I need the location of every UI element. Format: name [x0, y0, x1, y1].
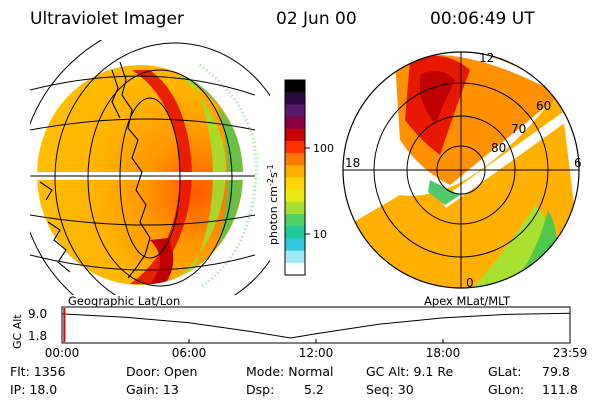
right-panel-label: Apex MLat/MLT	[424, 294, 511, 308]
ip-readout: IP: 18.0	[10, 382, 58, 397]
dsp-readout: Dsp: 5.2	[246, 382, 324, 397]
altitude-xtick-label: 00:00	[45, 346, 80, 360]
colorbar-cell	[285, 177, 305, 191]
colorbar-cell	[285, 262, 305, 276]
header-time: 00:06:49 UT	[430, 9, 535, 29]
mlt-label-0: 0	[466, 276, 474, 290]
colorbar-cell	[285, 128, 305, 142]
header-date: 02 Jun 00	[276, 9, 357, 29]
colorbar-cell	[285, 238, 305, 252]
colorbar-cell	[285, 226, 305, 239]
altitude-xtick-label: 23:59	[553, 346, 588, 360]
mlt-label-18: 18	[345, 156, 360, 170]
header-title: Ultraviolet Imager	[30, 9, 184, 29]
data-gap-band	[440, 100, 579, 208]
mlat-label-80: 80	[491, 141, 506, 155]
altitude-series-line	[61, 312, 570, 339]
colorbar-cell	[285, 201, 305, 215]
glon-label: GLon:	[488, 382, 525, 397]
colorbar: 100 10 photon cm-2s-1	[266, 79, 334, 276]
altitude-xtick-label: 12:00	[299, 346, 334, 360]
mlt-label-6: 6	[574, 156, 582, 170]
colorbar-cell	[285, 250, 305, 264]
altitude-chart: GC Alt 9.0 1.8 00:00 06:00 12:00 18:00 23:59	[11, 306, 588, 360]
glon-value: 111.8	[542, 382, 578, 397]
glat-label: GLat:	[488, 364, 522, 379]
seq-readout: Seq: 30	[366, 382, 414, 397]
left-panel-label: Geographic Lat/Lon	[68, 294, 180, 308]
glat-readout: GLat: 79.8	[488, 364, 570, 379]
altitude-ytick-high: 9.0	[28, 307, 47, 321]
colorbar-cell	[285, 116, 305, 130]
colorbar-cell	[285, 140, 305, 154]
gain-readout: Gain: 13	[126, 382, 179, 397]
colorbar-tick-label-10: 10	[313, 228, 327, 241]
mlat-label-70: 70	[511, 122, 526, 136]
colorbar-cell	[285, 104, 305, 118]
flt-readout: Flt: 1356	[10, 364, 66, 379]
colorbar-cell	[285, 153, 305, 166]
altitude-ytick-low: 1.8	[28, 329, 47, 343]
door-readout: Door: Open	[126, 364, 198, 379]
dsp-value: 5.2	[304, 382, 324, 397]
polar-plot: 12 18 6 0 60 70 80	[342, 51, 582, 290]
colorbar-frame	[284, 79, 306, 276]
mode-readout: Mode: Normal	[246, 364, 334, 379]
colorbar-cell	[285, 189, 305, 203]
geographic-image	[30, 40, 270, 295]
glon-readout: GLon: 111.8	[488, 382, 578, 397]
colorbar-cell	[285, 92, 305, 105]
mlat-label-60: 60	[536, 99, 551, 113]
colorbar-tick-label-100: 100	[313, 142, 334, 155]
colorbar-cell	[285, 214, 305, 227]
mlt-label-12: 12	[479, 51, 494, 65]
gc-alt-readout: GC Alt: 9.1 Re	[366, 364, 454, 379]
altitude-ylabel: GC Alt	[11, 314, 24, 349]
coastlines	[39, 61, 151, 279]
altitude-xtick-label: 18:00	[426, 346, 461, 360]
altitude-plot-frame	[61, 306, 571, 344]
colorbar-cell	[285, 165, 305, 178]
dsp-label: Dsp:	[246, 382, 275, 397]
altitude-xtick-label: 06:00	[172, 346, 207, 360]
colorbar-cell	[285, 80, 305, 93]
glat-value: 79.8	[542, 364, 570, 379]
colorbar-label: photon cm-2s-1	[266, 164, 280, 245]
